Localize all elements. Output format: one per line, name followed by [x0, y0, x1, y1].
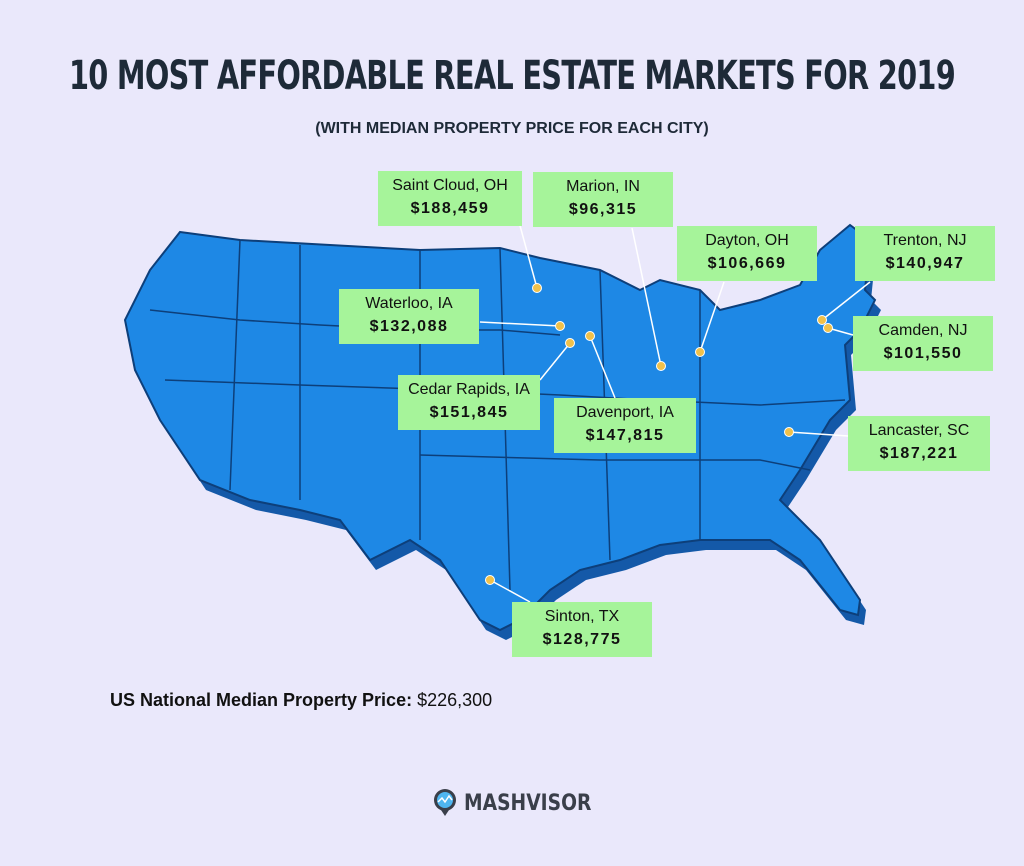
city-price: $96,315 [568, 201, 638, 218]
city-price: $147,815 [585, 427, 665, 444]
city-name: Saint Cloud, OH [392, 177, 508, 194]
city-price: $188,459 [410, 200, 490, 217]
city-price: $151,845 [429, 404, 509, 421]
national-median: US National Median Property Price: $226,… [110, 690, 492, 711]
city-name: Marion, IN [566, 178, 640, 195]
mashvisor-logo: MASHVISOR [432, 788, 614, 818]
city-label-trenton: Trenton, NJ $140,947 [855, 226, 995, 281]
national-median-label: US National Median Property Price: [110, 690, 413, 710]
city-label-marion: Marion, IN $96,315 [533, 172, 673, 227]
city-dots [485, 283, 833, 585]
city-name: Dayton, OH [705, 232, 789, 249]
city-label-sinton: Sinton, TX $128,775 [512, 602, 652, 657]
city-name: Sinton, TX [544, 608, 620, 625]
city-price: $128,775 [542, 631, 622, 648]
page-title: 10 MOST AFFORDABLE REAL ESTATE MARKETS F… [68, 53, 956, 99]
city-price: $106,669 [707, 255, 787, 272]
city-name: Waterloo, IA [365, 295, 453, 312]
national-median-value: $226,300 [417, 690, 493, 710]
city-label-davenport: Davenport, IA $147,815 [554, 398, 696, 453]
city-name: Lancaster, SC [868, 422, 970, 439]
city-price: $101,550 [883, 345, 963, 362]
city-name: Davenport, IA [576, 404, 674, 421]
city-label-lancaster: Lancaster, SC $187,221 [848, 416, 990, 471]
logo-text: MASHVISOR [464, 790, 592, 816]
city-price: $187,221 [879, 445, 959, 462]
city-label-dayton: Dayton, OH $106,669 [677, 226, 817, 281]
city-label-camden: Camden, NJ $101,550 [853, 316, 993, 371]
city-name: Camden, NJ [878, 322, 968, 339]
city-name: Cedar Rapids, IA [408, 381, 530, 398]
leader-lines [479, 221, 871, 603]
city-price: $132,088 [369, 318, 449, 335]
city-label-waterloo: Waterloo, IA $132,088 [339, 289, 479, 344]
city-label-cedar-rapids: Cedar Rapids, IA $151,845 [398, 375, 540, 430]
city-price: $140,947 [885, 255, 965, 272]
city-name: Trenton, NJ [883, 232, 967, 249]
city-label-saint-cloud: Saint Cloud, OH $188,459 [378, 171, 522, 226]
map-pin-chart-icon [434, 789, 456, 816]
page-subtitle: (WITH MEDIAN PROPERTY PRICE FOR EACH CIT… [315, 120, 709, 137]
